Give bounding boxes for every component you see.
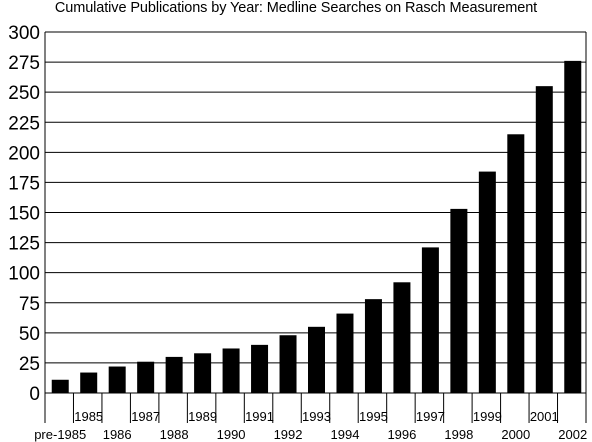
x-tick-label: 1992 — [274, 427, 303, 442]
bar-pre-1985 — [51, 379, 69, 393]
gridlines — [45, 31, 586, 364]
y-tick-label: 175 — [8, 173, 40, 194]
bar-1999 — [478, 171, 496, 393]
bars — [51, 60, 582, 394]
y-tick-label: 50 — [19, 324, 40, 345]
y-tick-label: 0 — [29, 384, 40, 405]
axes — [44, 32, 587, 423]
x-tick-label: 1993 — [302, 409, 331, 424]
y-tick-label: 75 — [19, 294, 40, 315]
x-tick-label: 1996 — [387, 427, 416, 442]
x-tick-label: 1991 — [245, 409, 274, 424]
bar-1990 — [222, 348, 240, 393]
bar-1994 — [336, 313, 354, 393]
y-tick-label: 25 — [19, 354, 40, 375]
y-tick-label: 225 — [8, 113, 40, 134]
bar-1986 — [108, 366, 126, 393]
y-tick-label: 275 — [8, 53, 40, 74]
chart-title: Cumulative Publications by Year: Medline… — [54, 0, 538, 16]
x-tick-label: 1998 — [444, 427, 473, 442]
x-tick-label: 1988 — [160, 427, 189, 442]
x-tick-label: 2001 — [530, 409, 559, 424]
bar-2001 — [535, 86, 553, 394]
y-tick-labels: 0 25 50 75 100 125 150 175 200 225 250 275 300 — [8, 23, 40, 405]
bar-1987 — [137, 361, 155, 393]
x-tick-label: 2002 — [558, 427, 587, 442]
y-tick-label: 200 — [8, 143, 40, 164]
x-tick-label: 1986 — [103, 427, 132, 442]
y-tick-label: 150 — [8, 204, 40, 225]
x-tick-label: 1997 — [416, 409, 445, 424]
bar-1995 — [364, 299, 382, 393]
y-tick-label: 100 — [8, 264, 40, 285]
bar-2000 — [507, 134, 525, 394]
bar-1997 — [421, 247, 439, 393]
x-tick-label: 1990 — [217, 427, 246, 442]
y-tick-label: 250 — [8, 83, 40, 104]
bar-1992 — [279, 335, 297, 393]
bar-1998 — [450, 208, 468, 393]
x-tick-label: 1999 — [473, 409, 502, 424]
bar-2002 — [564, 60, 582, 393]
y-tick-label: 300 — [8, 23, 40, 44]
x-tick-label: 2000 — [501, 427, 530, 442]
x-tick-label: 1985 — [74, 409, 103, 424]
y-tick-label: 125 — [8, 234, 40, 255]
bar-1993 — [308, 326, 325, 393]
bar-1996 — [393, 282, 411, 393]
bar-1989 — [194, 353, 212, 393]
x-tick-label: 1987 — [131, 409, 160, 424]
x-tick-label: 1989 — [188, 409, 217, 424]
x-tick-label: pre-1985 — [34, 427, 86, 442]
bar-1991 — [251, 344, 269, 393]
x-tick-label: 1994 — [331, 427, 360, 442]
bar-1988 — [165, 356, 183, 393]
bar-1985 — [80, 372, 98, 393]
x-tick-label: 1995 — [359, 409, 388, 424]
